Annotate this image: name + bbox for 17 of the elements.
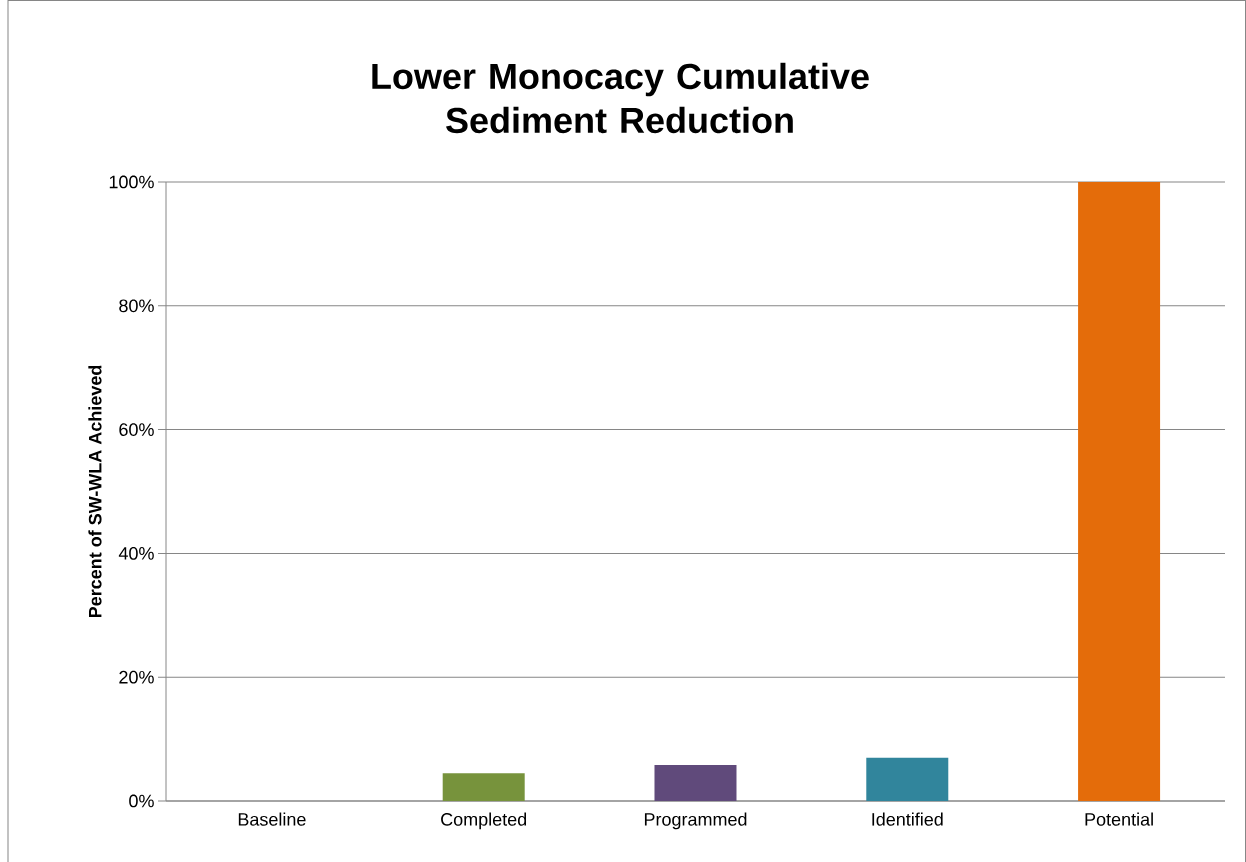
x-tick-label: Identified [872, 812, 943, 826]
x-tick-label: Programmed [644, 812, 747, 830]
y-axis-title: Percent of SW-WLA Achieved [88, 365, 102, 618]
y-tick-label: 100% [109, 175, 154, 189]
y-tick-label: 0% [129, 794, 154, 808]
bar [654, 765, 737, 801]
x-tick-label: Completed [441, 812, 527, 830]
bar [442, 773, 525, 801]
x-tick-label: Baseline [238, 812, 306, 826]
bar [866, 757, 949, 801]
y-tick-label: 20% [119, 670, 154, 684]
y-tick-label: 40% [118, 547, 154, 560]
bar [1078, 181, 1161, 801]
y-tick-label: 60% [119, 423, 154, 436]
x-tick-label: Potential [1085, 812, 1153, 826]
y-tick-label: 80% [119, 299, 154, 313]
chart-title: Lower Monocacy Cumulative Sediment Reduction [372, 62, 869, 134]
